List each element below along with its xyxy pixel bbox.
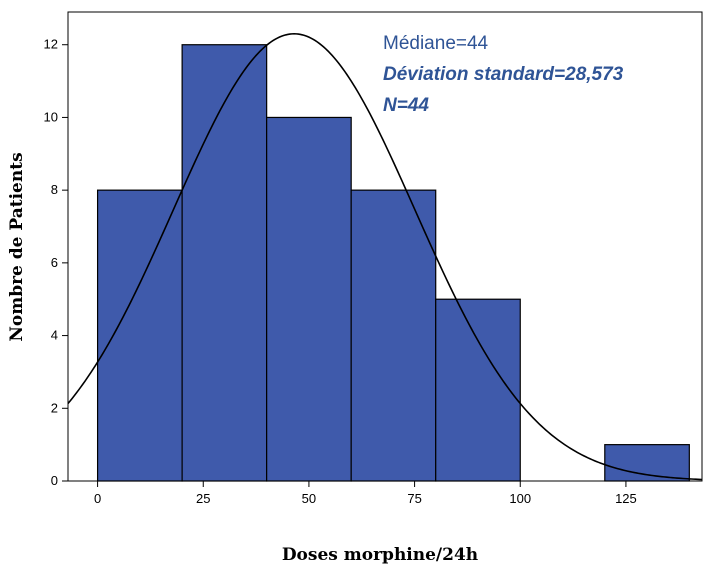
y-tick-label-6: 6 (51, 255, 58, 270)
stat-n: N=44 (383, 95, 429, 116)
x-axis: 0 25 50 75 100 125 (94, 481, 637, 506)
y-tick-label-2: 2 (51, 400, 58, 415)
x-tick-label-0: 0 (94, 491, 101, 506)
y-tick-label-12: 12 (44, 37, 58, 52)
y-tick-label-8: 8 (51, 182, 58, 197)
histogram-bar-6 (604, 444, 690, 482)
y-tick-label-0: 0 (51, 473, 58, 488)
y-axis-title: Nombre de Patients (7, 152, 27, 341)
x-tick-label-75: 75 (407, 491, 421, 506)
histogram-bar-4 (435, 298, 521, 482)
histogram-bars (96, 44, 690, 482)
histogram-bar-1 (181, 44, 268, 482)
histogram-bar-2 (266, 116, 352, 482)
x-axis-title: Doses morphine/24h (282, 545, 478, 565)
y-axis: 0 2 4 6 8 10 12 (44, 37, 68, 488)
stat-median: Médiane=44 (383, 33, 489, 54)
x-tick-label-25: 25 (196, 491, 210, 506)
x-tick-label-125: 125 (615, 491, 637, 506)
y-tick-label-10: 10 (44, 109, 58, 124)
stat-std-dev: Déviation standard=28,573 (383, 64, 624, 85)
x-tick-label-50: 50 (302, 491, 316, 506)
normal-curve (67, 33, 703, 481)
histogram-bar-3 (350, 189, 437, 482)
y-tick-label-4: 4 (51, 328, 58, 343)
x-tick-label-100: 100 (509, 491, 531, 506)
histogram-bar-0 (96, 189, 183, 482)
